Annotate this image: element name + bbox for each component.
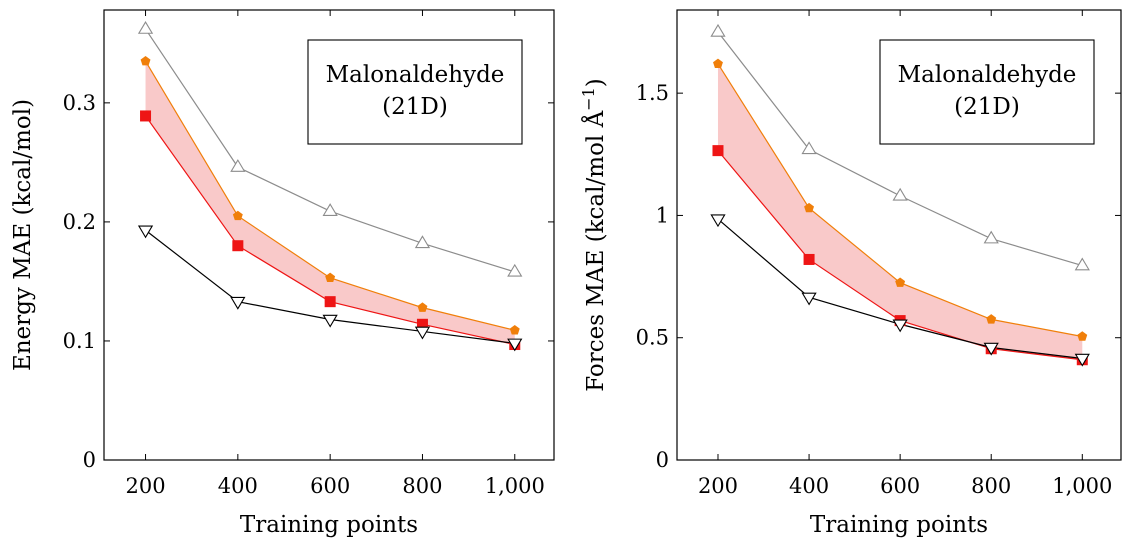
- annotation-line-1: Malonaldehyde: [326, 62, 505, 88]
- y-tick-label: 0: [83, 448, 96, 472]
- x-tick-label: 200: [698, 474, 738, 498]
- plot-frame: [103, 9, 555, 461]
- s_gray-point: [710, 23, 726, 37]
- x-tick-label: 1,000: [1052, 474, 1112, 498]
- y-tick-label: 0.3: [63, 91, 96, 115]
- s_red-point: [232, 240, 244, 252]
- y-tick-label: 0: [656, 448, 669, 472]
- y-axis-label-main: Forces MAE (kcal/mol Å: [581, 110, 609, 391]
- s_orange-point: [417, 302, 428, 312]
- annotation-line-2: (21D): [954, 94, 1020, 120]
- x-tick-label: 1,000: [485, 474, 545, 498]
- s_gray-point: [137, 20, 154, 34]
- s_orange-point: [713, 58, 723, 69]
- s_gray-point: [322, 203, 338, 216]
- s_black-point: [322, 314, 338, 328]
- s_black-point: [801, 292, 817, 306]
- s_black-point: [414, 326, 431, 340]
- s_red-line: [145, 115, 515, 346]
- annotation-box: Malonaldehyde (21D): [307, 39, 523, 145]
- x-tick-label: 200: [125, 474, 165, 498]
- s_black-point: [137, 225, 154, 239]
- x-axis-label: Training points: [810, 512, 988, 538]
- s_red-point: [140, 110, 152, 122]
- y-tick-label: 1: [656, 203, 669, 227]
- s_black-point: [710, 214, 726, 228]
- x-tick-label: 600: [880, 474, 920, 498]
- y-axis-ticks: 0 0.1 0.2 0.3: [63, 91, 554, 472]
- x-tick-label: 600: [310, 474, 350, 498]
- annotation-line-1: Malonaldehyde: [898, 62, 1077, 88]
- s_gray-point: [983, 230, 999, 244]
- s_orange-point: [1077, 331, 1088, 341]
- shaded-band-area: [145, 61, 515, 345]
- shaded-band: [145, 61, 515, 345]
- plot-frame: [676, 9, 1122, 461]
- s_orange-point: [140, 55, 151, 66]
- y-tick-label: 1.5: [636, 81, 669, 105]
- s_gray-point: [1074, 257, 1090, 271]
- x-tick-label: 800: [971, 474, 1011, 498]
- s_orange-point: [509, 325, 520, 335]
- x-tick-label: 400: [789, 474, 829, 498]
- x-axis-ticks: 200 400 600 800 1,000: [125, 10, 545, 498]
- y-tick-label: 0.1: [63, 329, 96, 353]
- x-axis-ticks: 200 400 600 800 1,000: [698, 10, 1112, 498]
- x-tick-label: 400: [218, 474, 258, 498]
- y-tick-label: 0.2: [63, 210, 96, 234]
- x-tick-label: 800: [402, 474, 442, 498]
- s_gray-point: [230, 159, 246, 172]
- s_black-point: [507, 338, 523, 352]
- x-axis-label: Training points: [240, 512, 418, 538]
- s_orange-point: [804, 202, 815, 213]
- annotation-box: Malonaldehyde (21D): [879, 39, 1095, 145]
- series-markers: [137, 20, 523, 352]
- s_orange-point: [325, 272, 336, 283]
- s_red-point: [324, 296, 336, 308]
- s_red-point: [803, 253, 815, 265]
- s_black-point: [983, 342, 999, 356]
- s_black-point: [1074, 353, 1090, 367]
- s_gray-point: [414, 235, 431, 249]
- forces-mae-chart: 200 400 600 800 1,000 0 0.5 1 1.5 Malonaldehyde…: [579, 9, 1122, 538]
- s_black-point: [892, 319, 908, 333]
- y-axis-ticks: 0 0.5 1 1.5: [636, 81, 1121, 472]
- y-axis-label-end: ): [583, 78, 609, 87]
- s_orange-point: [986, 314, 997, 324]
- s_gray-point: [801, 141, 817, 155]
- y-axis-label-superscript: −1: [579, 87, 598, 111]
- annotation-line-2: (21D): [382, 94, 448, 120]
- y-axis-label: Energy MAE (kcal/mol): [10, 99, 36, 371]
- s_gray-point: [507, 263, 523, 277]
- s_gray-point: [892, 187, 908, 201]
- s_red-point: [712, 145, 724, 157]
- y-tick-label: 0.5: [636, 326, 669, 350]
- energy-mae-chart: 200 400 600 800 1,000 0 0.1 0.2 0.3 Malonaldehy…: [10, 9, 555, 538]
- series-markers: [710, 23, 1090, 367]
- y-axis-label: Forces MAE (kcal/mol Å−1): [579, 78, 609, 392]
- s_black-point: [230, 296, 246, 310]
- s_orange-point: [232, 210, 243, 221]
- s_red-point: [416, 318, 428, 330]
- s_orange-point: [895, 277, 906, 287]
